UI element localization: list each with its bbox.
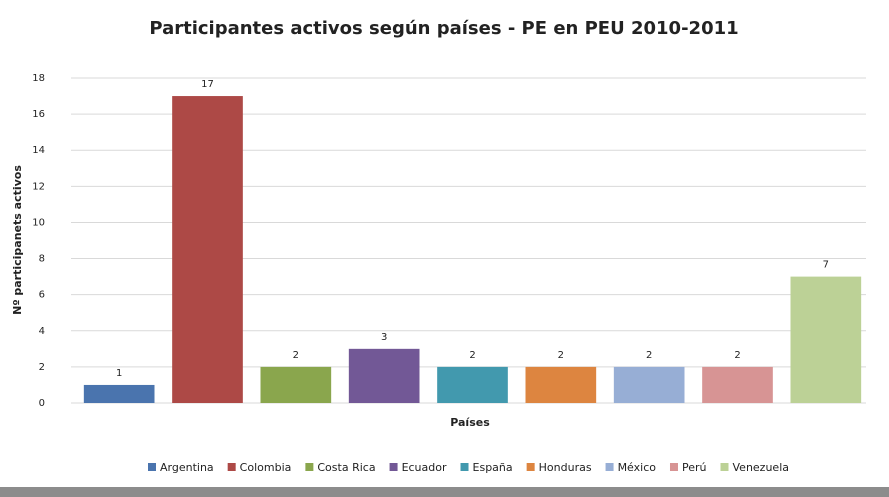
legend-label: Venezuela [733, 461, 790, 474]
y-tick-label: 6 [39, 290, 45, 301]
bar [790, 276, 862, 403]
bar [348, 348, 420, 403]
data-label: 17 [201, 79, 214, 90]
legend-label: España [473, 461, 513, 474]
footer-bar [0, 487, 889, 497]
legend-label: Honduras [539, 461, 592, 474]
legend-label: Argentina [160, 461, 214, 474]
x-axis-title: Países [450, 416, 490, 429]
legend-label: Ecuador [402, 461, 447, 474]
y-tick-label: 14 [32, 145, 45, 156]
legend-swatch [720, 463, 729, 471]
data-label: 7 [823, 260, 829, 271]
legend-swatch [526, 463, 535, 471]
bar [172, 96, 243, 404]
legend-swatch [227, 463, 236, 471]
bar [437, 366, 508, 403]
data-label: 2 [646, 350, 652, 361]
bar [525, 366, 597, 403]
legend-swatch [460, 463, 469, 471]
bar [702, 366, 773, 403]
y-tick-label: 0 [39, 398, 45, 409]
legend-swatch [148, 463, 156, 471]
data-label: 1 [116, 368, 122, 379]
y-tick-label: 4 [39, 326, 45, 337]
y-tick-label: 12 [32, 181, 45, 192]
data-label: 3 [381, 332, 387, 343]
y-axis-title: Nº participanets activos [11, 165, 24, 315]
chart-title: Participantes activos según países - PE … [149, 18, 738, 39]
legend-label: Perú [682, 461, 707, 474]
legend-label: Costa Rica [317, 461, 375, 474]
legend-swatch [669, 463, 678, 471]
legend-swatch [605, 463, 614, 471]
y-tick-label: 2 [39, 362, 45, 373]
data-label: 2 [293, 350, 299, 361]
bar [613, 366, 685, 403]
y-tick-label: 16 [32, 109, 45, 120]
legend-label: Colombia [240, 461, 292, 474]
y-tick-label: 18 [32, 73, 45, 84]
data-label: 2 [469, 350, 475, 361]
y-tick-label: 8 [39, 254, 45, 265]
legend-label: México [618, 461, 657, 474]
y-tick-label: 10 [32, 217, 45, 228]
data-label: 2 [558, 350, 564, 361]
bar [83, 384, 155, 403]
bar [260, 366, 332, 403]
data-label: 2 [734, 350, 740, 361]
legend-swatch [305, 463, 314, 471]
legend-swatch [389, 463, 398, 471]
